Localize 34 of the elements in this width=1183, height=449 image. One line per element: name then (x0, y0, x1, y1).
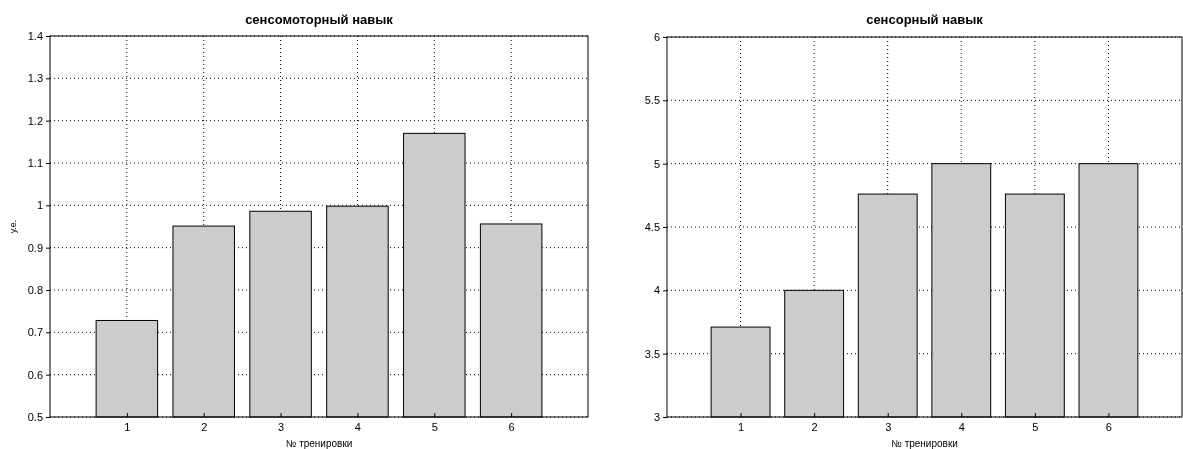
y-tick-label: 3 (653, 411, 660, 424)
y-tick-label: 1.3 (27, 72, 43, 85)
y-tick-label: 1.1 (27, 157, 43, 170)
x-tick-label: 4 (958, 421, 965, 433)
x-tick-label: 6 (508, 421, 515, 433)
y-tick-label: 1 (36, 199, 43, 212)
y-tick-label: 0.7 (27, 326, 43, 339)
y-tick-label: 5.5 (644, 94, 660, 107)
x-tick-label: 4 (354, 421, 361, 433)
y-tick-label: 0.5 (27, 411, 43, 424)
y-tick-label: 0.8 (27, 284, 43, 297)
chart-title: сенсорный навык (866, 12, 984, 27)
y-tick-label: 4.5 (644, 221, 660, 234)
x-tick-label: 2 (811, 421, 818, 433)
y-tick-label: 5 (653, 157, 660, 170)
y-axis-title: у.е. (8, 219, 18, 234)
y-tick-label: 1.4 (27, 30, 43, 43)
chart-title: сенсомоторный навык (245, 12, 394, 27)
x-tick-label: 5 (1032, 421, 1039, 433)
y-tick-label: 0.9 (27, 241, 43, 254)
y-tick-label: 3.5 (644, 347, 660, 360)
y-tick-label: 4 (653, 284, 660, 297)
x-tick-label: 5 (431, 421, 438, 433)
x-axis-title: № тренировки (891, 438, 958, 449)
x-tick-label: 1 (738, 421, 745, 433)
y-tick-label: 0.6 (27, 368, 43, 381)
x-tick-label: 6 (1105, 421, 1112, 433)
x-tick-label: 2 (201, 421, 208, 433)
y-tick-label: 6 (653, 31, 660, 44)
x-axis-title: № тренировки (285, 438, 353, 449)
x-tick-label: 3 (278, 421, 285, 433)
x-tick-label: 1 (124, 421, 131, 433)
x-tick-label: 3 (885, 421, 892, 433)
y-tick-label: 1.2 (27, 114, 43, 127)
